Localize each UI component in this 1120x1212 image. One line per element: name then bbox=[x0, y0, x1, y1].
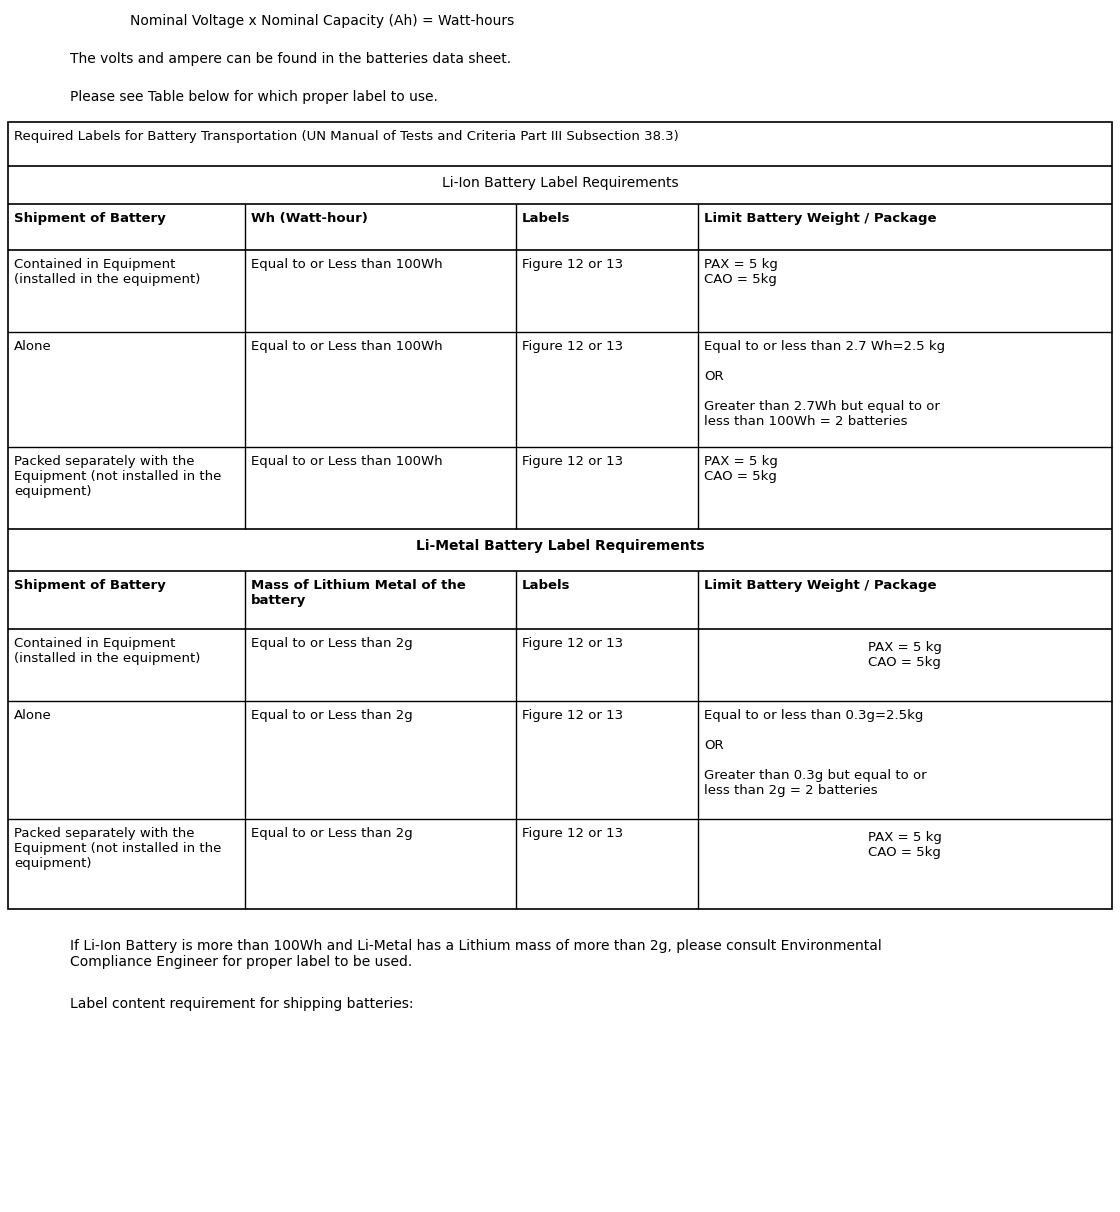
Text: Equal to or Less than 100Wh: Equal to or Less than 100Wh bbox=[251, 258, 444, 271]
Text: Shipment of Battery: Shipment of Battery bbox=[13, 579, 166, 591]
Text: PAX = 5 kg
CAO = 5kg: PAX = 5 kg CAO = 5kg bbox=[704, 258, 778, 286]
Text: Labels: Labels bbox=[522, 579, 570, 591]
Text: Labels: Labels bbox=[522, 212, 570, 225]
Text: Contained in Equipment
(installed in the equipment): Contained in Equipment (installed in the… bbox=[13, 638, 200, 665]
Text: Packed separately with the
Equipment (not installed in the
equipment): Packed separately with the Equipment (no… bbox=[13, 454, 222, 498]
Text: Mass of Lithium Metal of the
battery: Mass of Lithium Metal of the battery bbox=[251, 579, 466, 607]
Text: Label content requirement for shipping batteries:: Label content requirement for shipping b… bbox=[69, 997, 413, 1011]
Text: Equal to or less than 0.3g=2.5kg

OR

Greater than 0.3g but equal to or
less tha: Equal to or less than 0.3g=2.5kg OR Grea… bbox=[704, 709, 926, 797]
Text: PAX = 5 kg
CAO = 5kg: PAX = 5 kg CAO = 5kg bbox=[868, 831, 942, 859]
Text: PAX = 5 kg
CAO = 5kg: PAX = 5 kg CAO = 5kg bbox=[868, 641, 942, 669]
Text: Equal to or Less than 2g: Equal to or Less than 2g bbox=[251, 638, 413, 650]
Text: Contained in Equipment
(installed in the equipment): Contained in Equipment (installed in the… bbox=[13, 258, 200, 286]
Text: Please see Table below for which proper label to use.: Please see Table below for which proper … bbox=[69, 90, 438, 104]
Text: If Li-Ion Battery is more than 100Wh and Li-Metal has a Lithium mass of more tha: If Li-Ion Battery is more than 100Wh and… bbox=[69, 939, 881, 970]
Text: Figure 12 or 13: Figure 12 or 13 bbox=[522, 709, 623, 722]
Text: Alone: Alone bbox=[13, 709, 52, 722]
Text: Figure 12 or 13: Figure 12 or 13 bbox=[522, 827, 623, 840]
Text: Figure 12 or 13: Figure 12 or 13 bbox=[522, 638, 623, 650]
Bar bbox=[8, 122, 1112, 909]
Text: Figure 12 or 13: Figure 12 or 13 bbox=[522, 258, 623, 271]
Text: Figure 12 or 13: Figure 12 or 13 bbox=[522, 454, 623, 468]
Text: Li-Metal Battery Label Requirements: Li-Metal Battery Label Requirements bbox=[416, 539, 704, 553]
Text: Shipment of Battery: Shipment of Battery bbox=[13, 212, 166, 225]
Text: Equal to or Less than 2g: Equal to or Less than 2g bbox=[251, 827, 413, 840]
Text: Figure 12 or 13: Figure 12 or 13 bbox=[522, 341, 623, 353]
Text: Limit Battery Weight / Package: Limit Battery Weight / Package bbox=[704, 579, 936, 591]
Text: Li-Ion Battery Label Requirements: Li-Ion Battery Label Requirements bbox=[441, 176, 679, 190]
Text: Equal to or Less than 100Wh: Equal to or Less than 100Wh bbox=[251, 454, 444, 468]
Text: Equal to or Less than 2g: Equal to or Less than 2g bbox=[251, 709, 413, 722]
Text: Required Labels for Battery Transportation (UN Manual of Tests and Criteria Part: Required Labels for Battery Transportati… bbox=[13, 130, 679, 143]
Text: Equal to or Less than 100Wh: Equal to or Less than 100Wh bbox=[251, 341, 444, 353]
Text: Equal to or less than 2.7 Wh=2.5 kg

OR

Greater than 2.7Wh but equal to or
less: Equal to or less than 2.7 Wh=2.5 kg OR G… bbox=[704, 341, 945, 428]
Text: Limit Battery Weight / Package: Limit Battery Weight / Package bbox=[704, 212, 936, 225]
Text: Nominal Voltage x Nominal Capacity (Ah) = Watt-hours: Nominal Voltage x Nominal Capacity (Ah) … bbox=[130, 15, 514, 28]
Text: Packed separately with the
Equipment (not installed in the
equipment): Packed separately with the Equipment (no… bbox=[13, 827, 222, 870]
Text: PAX = 5 kg
CAO = 5kg: PAX = 5 kg CAO = 5kg bbox=[704, 454, 778, 484]
Text: Alone: Alone bbox=[13, 341, 52, 353]
Text: The volts and ampere can be found in the batteries data sheet.: The volts and ampere can be found in the… bbox=[69, 52, 511, 65]
Text: Wh (Watt-hour): Wh (Watt-hour) bbox=[251, 212, 368, 225]
